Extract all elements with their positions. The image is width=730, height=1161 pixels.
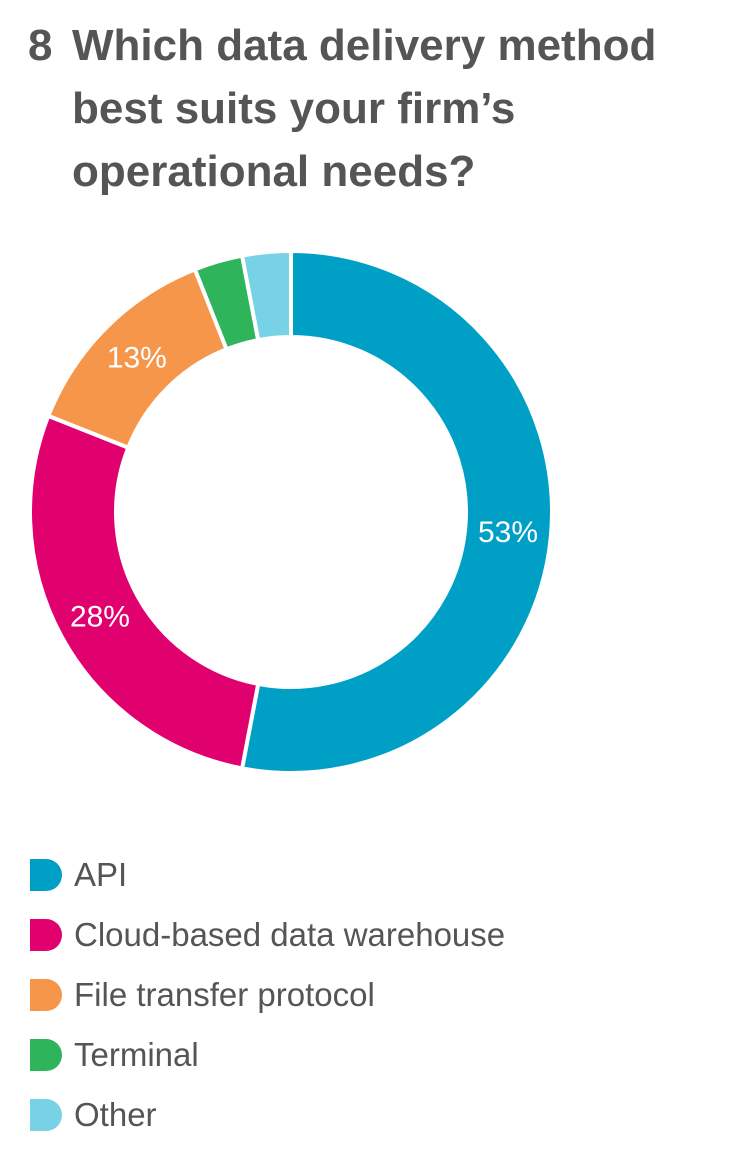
legend-label: File transfer protocol — [74, 976, 375, 1013]
legend-item-file-transfer-protocol: File transfer protocol — [30, 965, 720, 1025]
slice-cloud-based-data-warehouse — [28, 413, 261, 771]
chart-title: 8 Which data delivery method best suits … — [28, 14, 718, 203]
question-text: Which data delivery method best suits yo… — [72, 21, 657, 196]
legend-item-terminal: Terminal — [30, 1025, 720, 1085]
legend-label: API — [74, 856, 128, 893]
legend-swatch-icon — [30, 919, 62, 951]
slice-labels: 53% 28% 13% — [70, 341, 538, 633]
legend-item-other: Other — [30, 1085, 720, 1145]
slice-label-file-transfer-protocol: 13% — [107, 341, 167, 374]
legend: API Cloud-based data warehouse File transf… — [30, 845, 720, 1145]
legend-swatch-icon — [30, 1099, 62, 1131]
legend-item-api: API — [30, 845, 720, 905]
slice-label-cloud-based-data-warehouse: 28% — [70, 601, 130, 634]
legend-swatch-icon — [30, 1039, 62, 1071]
question-number: 8 — [28, 21, 53, 70]
slice-label-api: 53% — [478, 516, 538, 549]
legend-label: Terminal — [74, 1036, 199, 1073]
slice-other — [240, 249, 293, 343]
donut-chart: 53% 28% 13% — [28, 249, 554, 775]
legend-label: Cloud-based data warehouse — [74, 916, 506, 953]
legend-swatch-icon — [30, 979, 62, 1011]
legend-item-cloud-based-data-warehouse: Cloud-based data warehouse — [30, 905, 720, 965]
slice-api — [240, 249, 554, 775]
legend-swatch-icon — [30, 859, 62, 891]
legend-label: Other — [74, 1096, 157, 1133]
donut-slices — [28, 249, 554, 775]
